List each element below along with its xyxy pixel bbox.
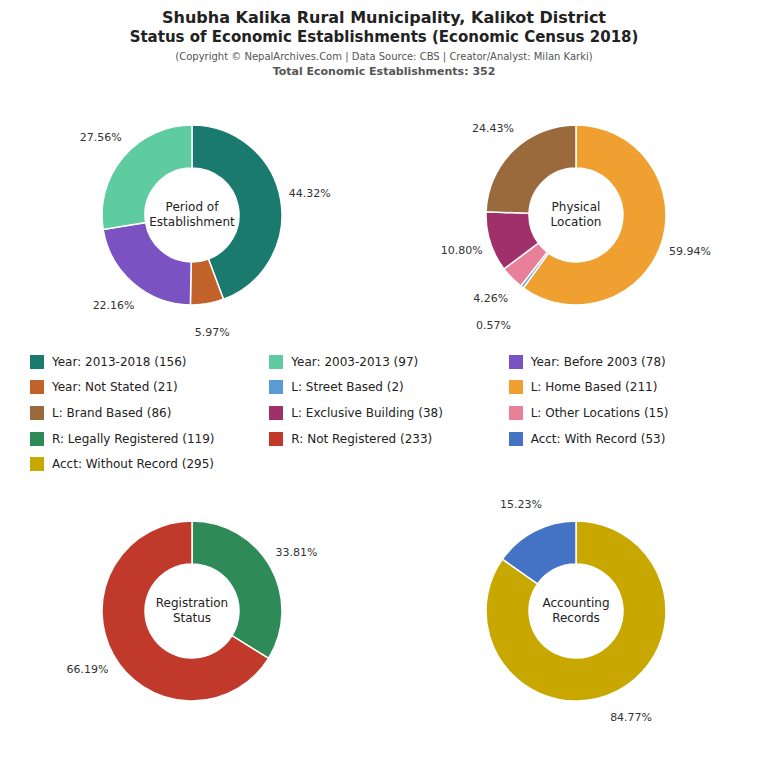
html-text:Registration: Registration [155,596,229,610]
svg-text:84.77%: 84.77% [610,711,652,724]
html-text:Total Economic Establishments:: Total Economic Establishments: 352 [272,65,496,78]
html-text:Establishment: Establishment [149,215,235,229]
html-text:Year: 2013-2018 (156): Year: 2013-2018 (156) [52,354,187,369]
html-text:Accounting: Accounting [542,596,610,610]
html-text:Location: Location [550,215,602,229]
html-text:L: Brand Based (86): L: Brand Based (86) [52,406,172,420]
svg-text:22.16%: 22.16% [93,299,135,312]
svg-text:33.81%: 33.81% [276,546,318,559]
html-text:L: Home Based (211): L: Home Based (211) [530,380,658,395]
html-text:Status: Status [172,611,212,625]
html-text:Year: 2003-2013 (97): Year: 2003-2013 (97) [291,354,419,369]
html-text:Acct: Without Record (295): Acct: Without Record (295) [52,457,214,472]
html-text:Year: Before 2003 (78): Year: Before 2003 (78) [530,354,666,369]
html-text:L: Street Based (2): L: Street Based (2) [291,380,404,395]
html-text:R: Not Registered (233): R: Not Registered (233) [291,431,433,446]
html-text:R: Legally Registered (119): R: Legally Registered (119) [52,431,215,446]
html-text:Period of: Period of [165,200,219,214]
svg-text:5.97%: 5.97% [195,326,230,339]
html-text:Records: Records [552,611,600,625]
html-text:Status of Economic Establishme: Status of Economic Establishments (Econo… [129,28,639,46]
svg-text:66.19%: 66.19% [66,663,108,676]
svg-text:15.23%: 15.23% [500,498,542,511]
html-text:Shubha Kalika Rural Municipali: Shubha Kalika Rural Municipality, Kaliko… [162,8,606,27]
html-text:Year: Not Stated (21): Year: Not Stated (21) [52,380,178,395]
svg-text:27.56%: 27.56% [80,131,122,144]
svg-text:24.43%: 24.43% [472,122,514,135]
html-text:L: Other Locations (15): L: Other Locations (15) [530,406,669,420]
html-text:Acct: With Record (53): Acct: With Record (53) [530,431,666,446]
html-text:(Copyright © NepalArchives.Com: (Copyright © NepalArchives.Com | Data So… [175,51,593,62]
svg-text:4.26%: 4.26% [473,292,508,305]
svg-text:59.94%: 59.94% [669,245,711,258]
html-text:L: Exclusive Building (38): L: Exclusive Building (38) [291,406,443,420]
svg-text:44.32%: 44.32% [289,187,331,200]
svg-text:0.57%: 0.57% [476,319,511,332]
html-text:Physical: Physical [551,200,601,214]
svg-text:10.80%: 10.80% [441,244,483,257]
